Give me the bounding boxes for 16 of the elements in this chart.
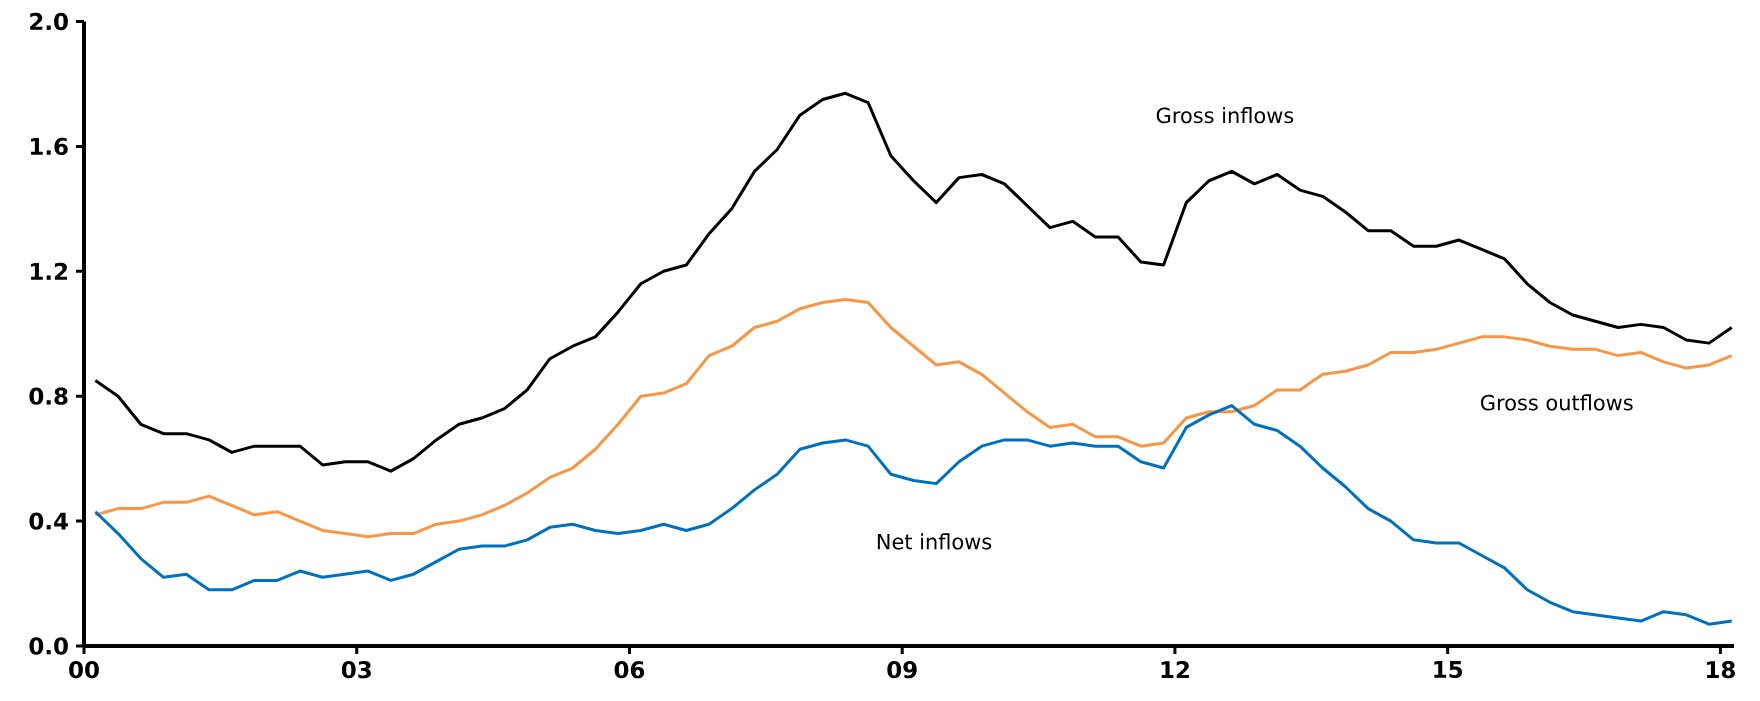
- y-tick-label: 2.0: [30, 12, 68, 31]
- y-tick-label: 0.0: [29, 637, 68, 655]
- y-tick-label: 1.6: [30, 137, 68, 156]
- series-label: Gross outflows: [1481, 394, 1633, 411]
- x-tick-label: 18: [1707, 661, 1735, 679]
- y-tick-label: 1.2: [30, 262, 67, 280]
- x-tick-label: 03: [341, 661, 371, 679]
- text: Gross inflows: [1156, 107, 1294, 124]
- text: Net inflows: [877, 533, 992, 550]
- y-tick-label: 0.8: [29, 387, 68, 405]
- x-tick-label: 09: [887, 661, 917, 679]
- x-tick-label: 00: [69, 661, 99, 679]
- x-tick-label: 15: [1434, 661, 1463, 679]
- x-tick-label: 06: [614, 661, 645, 679]
- y-tick-label: 0.4: [29, 512, 68, 530]
- x-tick-label: 12: [1161, 661, 1189, 679]
